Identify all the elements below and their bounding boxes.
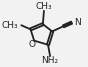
Text: NH₂: NH₂ [42, 56, 59, 65]
Text: N: N [74, 18, 80, 27]
Text: O: O [28, 40, 35, 49]
Text: CH₃: CH₃ [36, 2, 52, 11]
Text: CH₃: CH₃ [2, 21, 18, 30]
